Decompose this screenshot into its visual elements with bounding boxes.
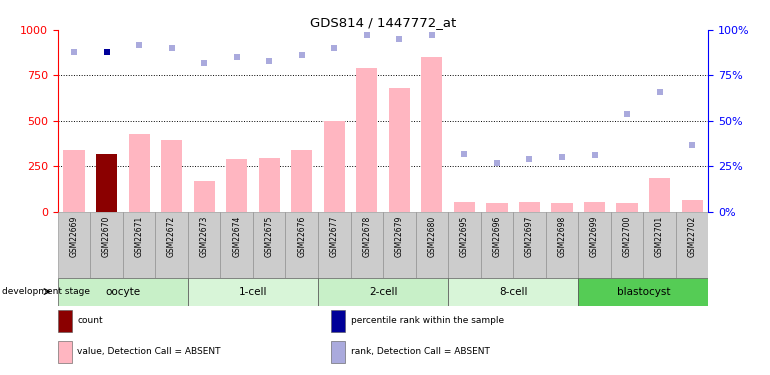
Bar bbox=[123, 212, 156, 278]
Text: GSM22697: GSM22697 bbox=[525, 216, 534, 257]
Bar bbox=[286, 212, 318, 278]
Title: GDS814 / 1447772_at: GDS814 / 1447772_at bbox=[310, 16, 456, 29]
Bar bbox=[676, 212, 708, 278]
Bar bbox=[480, 212, 514, 278]
Bar bbox=[578, 212, 611, 278]
Bar bbox=[421, 57, 443, 212]
Text: development stage: development stage bbox=[2, 287, 90, 296]
Text: GSM22700: GSM22700 bbox=[623, 216, 631, 257]
Bar bbox=[513, 212, 546, 278]
Bar bbox=[96, 154, 117, 212]
Bar bbox=[551, 203, 573, 212]
Text: GSM22679: GSM22679 bbox=[395, 216, 403, 257]
Text: 8-cell: 8-cell bbox=[499, 286, 527, 297]
Bar bbox=[448, 212, 480, 278]
Bar bbox=[129, 134, 149, 212]
Bar bbox=[578, 278, 708, 306]
Bar bbox=[331, 310, 345, 332]
Text: GSM22699: GSM22699 bbox=[590, 216, 599, 257]
Bar bbox=[226, 159, 247, 212]
Text: GSM22677: GSM22677 bbox=[330, 216, 339, 257]
Text: GSM22701: GSM22701 bbox=[655, 216, 664, 257]
Bar bbox=[291, 150, 313, 212]
Text: count: count bbox=[77, 316, 103, 325]
Text: GSM22671: GSM22671 bbox=[135, 216, 143, 257]
Text: GSM22670: GSM22670 bbox=[102, 216, 111, 257]
Bar bbox=[58, 212, 90, 278]
Bar bbox=[63, 150, 85, 212]
Text: 1-cell: 1-cell bbox=[239, 286, 267, 297]
Text: GSM22698: GSM22698 bbox=[557, 216, 567, 257]
Bar bbox=[193, 181, 215, 212]
Bar bbox=[649, 178, 670, 212]
Text: GSM22675: GSM22675 bbox=[265, 216, 273, 257]
Text: GSM22702: GSM22702 bbox=[688, 216, 697, 257]
Text: GSM22673: GSM22673 bbox=[199, 216, 209, 257]
Text: blastocyst: blastocyst bbox=[617, 286, 670, 297]
Text: 2-cell: 2-cell bbox=[369, 286, 397, 297]
Bar bbox=[584, 202, 605, 212]
Bar bbox=[253, 212, 286, 278]
Bar bbox=[416, 212, 448, 278]
Bar bbox=[161, 140, 182, 212]
Bar bbox=[487, 203, 507, 212]
Bar bbox=[617, 203, 638, 212]
Bar bbox=[383, 212, 416, 278]
Bar bbox=[318, 278, 448, 306]
Bar bbox=[188, 212, 220, 278]
Bar bbox=[331, 341, 345, 363]
Bar bbox=[58, 310, 72, 332]
Text: GSM22676: GSM22676 bbox=[297, 216, 306, 257]
Bar bbox=[90, 212, 123, 278]
Bar bbox=[454, 202, 475, 212]
Text: GSM22696: GSM22696 bbox=[493, 216, 501, 257]
Text: GSM22672: GSM22672 bbox=[167, 216, 176, 257]
Text: oocyte: oocyte bbox=[105, 286, 140, 297]
Text: percentile rank within the sample: percentile rank within the sample bbox=[350, 316, 504, 325]
Bar bbox=[58, 278, 188, 306]
Text: GSM22669: GSM22669 bbox=[69, 216, 79, 257]
Bar bbox=[350, 212, 383, 278]
Bar bbox=[644, 212, 676, 278]
Bar bbox=[357, 68, 377, 212]
Bar bbox=[611, 212, 644, 278]
Bar bbox=[220, 212, 253, 278]
Text: value, Detection Call = ABSENT: value, Detection Call = ABSENT bbox=[77, 347, 221, 356]
Text: GSM22680: GSM22680 bbox=[427, 216, 437, 257]
Bar bbox=[448, 278, 578, 306]
Text: GSM22678: GSM22678 bbox=[363, 216, 371, 257]
Bar bbox=[156, 212, 188, 278]
Bar bbox=[58, 341, 72, 363]
Bar bbox=[188, 278, 318, 306]
Text: GSM22695: GSM22695 bbox=[460, 216, 469, 257]
Bar bbox=[323, 121, 345, 212]
Bar bbox=[546, 212, 578, 278]
Text: rank, Detection Call = ABSENT: rank, Detection Call = ABSENT bbox=[350, 347, 490, 356]
Bar bbox=[96, 154, 117, 212]
Bar bbox=[681, 200, 703, 212]
Bar bbox=[318, 212, 350, 278]
Bar bbox=[519, 202, 540, 212]
Bar bbox=[259, 158, 280, 212]
Bar bbox=[389, 88, 410, 212]
Text: GSM22674: GSM22674 bbox=[233, 216, 241, 257]
